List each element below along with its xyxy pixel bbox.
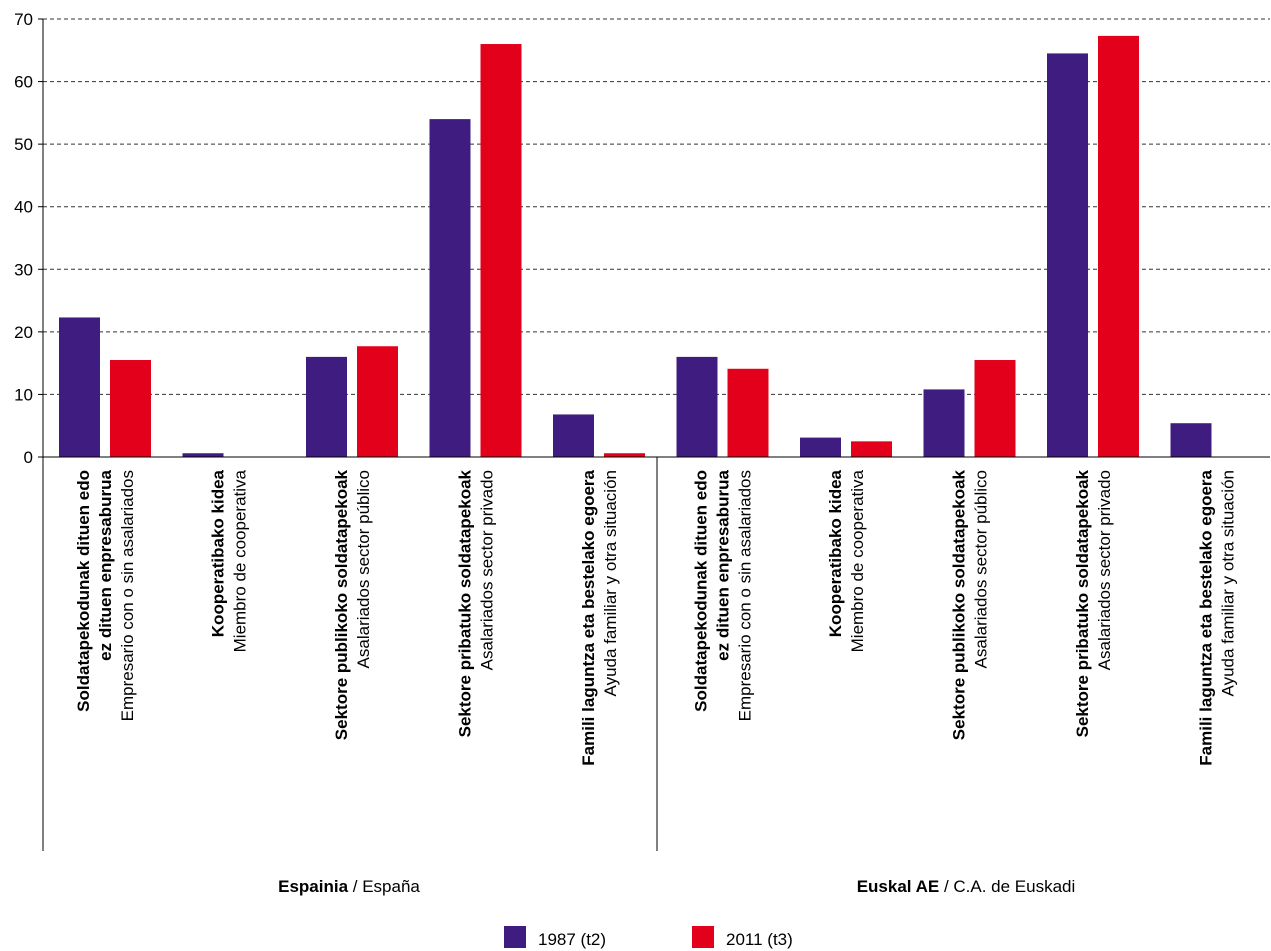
axes [38,18,1270,851]
y-tick-label: 60 [14,73,33,92]
category-label-bold: Sektore pribatuko soldatapekoak [456,469,475,737]
y-tick-label: 50 [14,135,33,154]
category-label: Asalariados sector público [972,470,991,668]
category-label: Ayuda familiar y otra situación [601,470,620,696]
group-label-rest: / C.A. de Euskadi [939,877,1075,896]
category-label-bold: Sektore publikoko soldatapekoak [332,469,351,740]
y-tick-label: 40 [14,198,33,217]
group-label: Euskal AE / C.A. de Euskadi [857,877,1076,896]
category-label-bold: ez dituen enpresaburua [714,469,733,660]
category-label-bold: Famili laguntza eta bestelako egoera [579,469,598,765]
category-label: Asalariados sector público [354,470,373,668]
group-label: Espainia / España [278,877,420,896]
bar-1987 [553,414,594,457]
legend-swatch [504,926,526,948]
bar-2011 [851,441,892,457]
legend-label: 1987 (t2) [538,930,606,949]
bar-2011 [604,453,645,457]
category-label: Asalariados sector privado [478,470,497,670]
bar-2011 [110,360,151,457]
category-label: Miembro de cooperativa [848,469,867,652]
category-label: Empresario con o sin asalariados [736,470,755,721]
bar-2011 [357,346,398,457]
y-tick-label: 20 [14,323,33,342]
bar-2011 [727,368,769,457]
legend-label: 2011 (t3) [726,930,793,949]
category-label: Empresario con o sin asalariados [118,470,137,721]
y-tick-label: 10 [14,385,33,404]
category-labels: Soldatapekodunak dituen edo ez dituen enp… [74,469,1238,765]
bar-1987 [59,317,100,457]
y-tick-label: 0 [24,448,33,467]
category-label: Ayuda familiar y otra situación [1219,470,1238,696]
group-label-bold: Espainia [278,877,348,896]
bar-2011 [1098,35,1139,457]
bar-1987 [1170,423,1212,457]
category-label-bold: Soldatapekodunak dituen edo [74,470,93,712]
y-tick-labels: 0 10 20 30 40 50 60 70 [14,10,33,467]
category-label-bold: Sektore publikoko soldatapekoak [950,469,969,740]
category-label-bold: Sektore pribatuko soldatapekoak [1073,469,1092,737]
group-label-rest: / España [348,877,420,896]
category-label-bold: Famili laguntza eta bestelako egoera [1197,469,1216,765]
legend-swatch [692,926,714,948]
bar-1987 [306,356,347,457]
bar-1987 [1047,53,1088,458]
bar-1987 [182,453,224,457]
category-label-bold: Soldatapekodunak dituen edo [692,470,711,712]
category-label-bold: Kooperatibako kidea [209,469,228,637]
category-label: Asalariados sector privado [1095,470,1114,670]
bar-2011 [974,360,1016,457]
bar-1987 [676,356,718,457]
group-label-bold: Euskal AE [857,877,940,896]
bar-2011 [480,44,522,458]
y-tick-label: 30 [14,260,33,279]
bars [59,35,1212,458]
bar-1987 [923,389,965,457]
legend: 1987 (t2) 2011 (t3) [504,926,793,949]
category-label: Miembro de cooperativa [231,469,250,652]
y-tick-label: 70 [14,10,33,29]
category-label-bold: Kooperatibako kidea [826,469,845,637]
bar-1987 [429,119,471,457]
category-label-bold: ez dituen enpresaburua [96,469,115,660]
bar-1987 [800,437,841,457]
group-labels: Espainia / España Euskal AE / C.A. de Eus… [278,877,1075,896]
